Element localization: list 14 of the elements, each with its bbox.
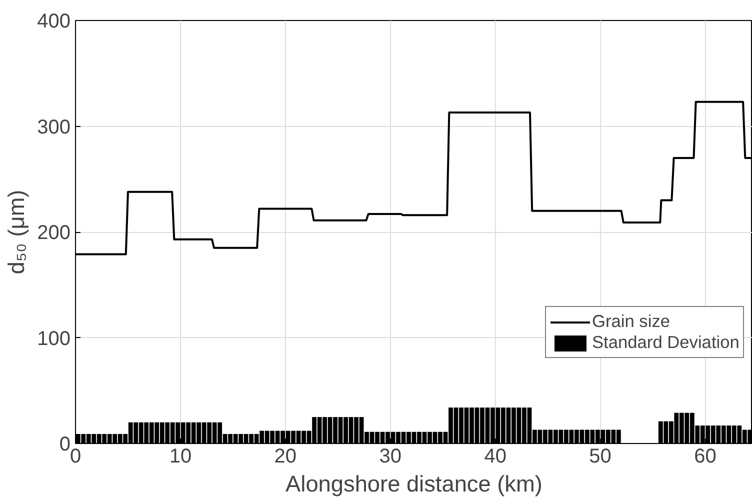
y-axis-title: d₅₀ (μm) — [3, 190, 30, 274]
x-tick-label: 10 — [169, 446, 192, 468]
y-tick-label: 100 — [37, 328, 71, 350]
y-tick-label: 400 — [37, 10, 71, 32]
y-tick-label: 300 — [37, 116, 71, 138]
x-tick-label: 40 — [484, 446, 506, 468]
legend-label: Grain size — [592, 311, 670, 332]
x-tick-label: 50 — [589, 446, 612, 468]
x-tick-label: 20 — [274, 446, 297, 468]
y-tick-label: 200 — [37, 222, 71, 244]
x-tick-label: 60 — [694, 446, 716, 468]
x-axis-title: Alongshore distance (km) — [286, 470, 542, 496]
x-tick-label: 30 — [379, 446, 402, 468]
legend-label: Standard Deviation — [592, 332, 740, 353]
